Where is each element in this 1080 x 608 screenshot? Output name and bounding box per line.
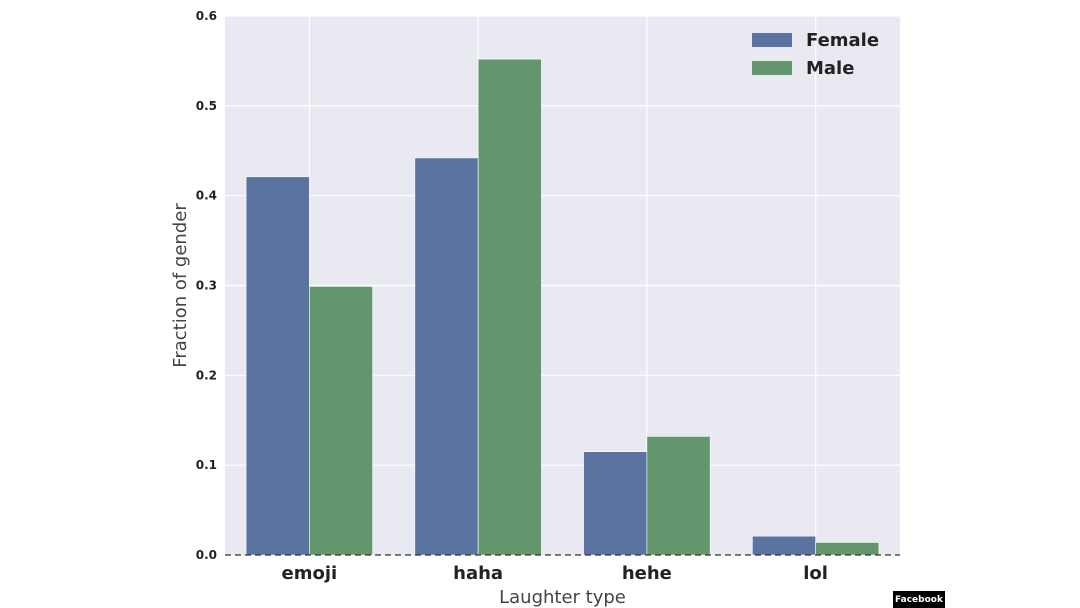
x-tick-label: haha [453,563,503,584]
y-tick-label: 0.0 [196,548,217,562]
y-tick-label: 0.4 [196,189,217,203]
bar-female-emoji [245,176,310,556]
y-tick-label: 0.2 [196,368,217,382]
bar-female-hehe [583,451,648,556]
legend: Female Male [752,30,879,79]
x-axis-label: Laughter type [499,587,626,608]
bar-male-haha [477,58,542,556]
legend-label-male: Male [806,58,854,79]
source-credit-badge: Facebook [893,591,945,608]
y-tick-label: 0.3 [196,279,217,293]
bar-female-haha [414,157,479,556]
y-tick-label: 0.1 [196,458,217,472]
y-tick-label: 0.6 [196,9,217,23]
y-axis-label: Fraction of gender [170,203,191,368]
legend-swatch-female [752,33,792,47]
legend-swatch-male [752,61,792,75]
x-tick-label: emoji [282,563,338,584]
x-tick-label: lol [803,563,828,584]
x-tick-label: hehe [622,563,672,584]
legend-label-female: Female [806,30,879,51]
x-tick-labels: emoji haha hehe lol [282,563,828,584]
bar-male-lol [815,542,880,556]
bar-male-hehe [646,436,711,556]
y-tick-label: 0.5 [196,99,217,113]
bars [245,58,880,556]
bar-male-emoji [309,286,373,556]
y-tick-labels: 0.0 0.1 0.2 0.3 0.4 0.5 0.6 [196,9,217,562]
bar-female-lol [752,535,816,556]
